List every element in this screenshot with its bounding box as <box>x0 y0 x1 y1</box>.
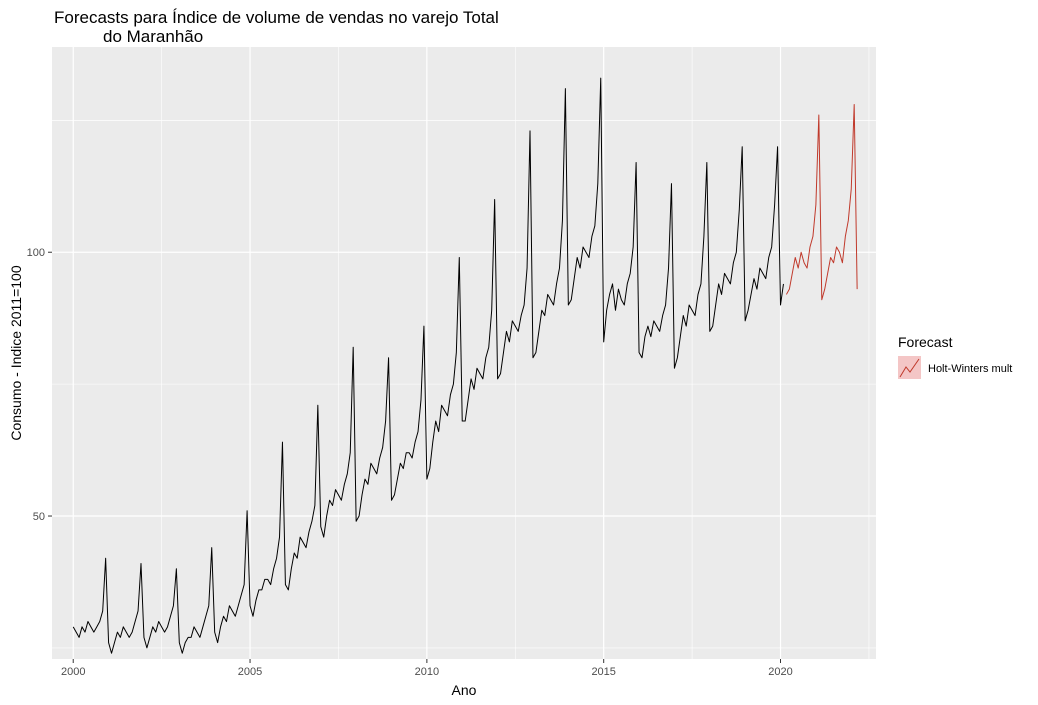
x-tick-label: 2010 <box>415 666 439 678</box>
chart-title-line2: do Maranhão <box>103 27 203 46</box>
x-tick-label: 2000 <box>61 666 85 678</box>
y-tick-label: 100 <box>27 247 45 259</box>
legend-title: Forecast <box>898 334 953 350</box>
x-tick-label: 2005 <box>238 666 262 678</box>
x-tick-label: 2015 <box>591 666 615 678</box>
legend-label: Holt-Winters mult <box>928 363 1012 375</box>
plot-panel <box>52 47 876 659</box>
series-layer <box>72 77 858 654</box>
forecast-series-line <box>785 104 858 301</box>
chart-title-line1: Forecasts para Índice de volume de venda… <box>54 8 499 27</box>
legend-key <box>898 356 921 379</box>
y-axis-title: Consumo - Indice 2011=100 <box>8 265 24 440</box>
x-axis-title: Ano <box>452 682 477 698</box>
observed-series-line <box>72 77 784 654</box>
axis-ticks: 2000 2005 2010 2015 2020 50 100 <box>27 247 793 678</box>
legend-key-line <box>899 358 920 378</box>
y-tick-label: 50 <box>33 511 45 523</box>
minor-grid <box>52 47 876 659</box>
major-grid <box>52 47 876 659</box>
x-tick-label: 2020 <box>768 666 792 678</box>
legend: Forecast Holt-Winters mult <box>898 334 1012 379</box>
